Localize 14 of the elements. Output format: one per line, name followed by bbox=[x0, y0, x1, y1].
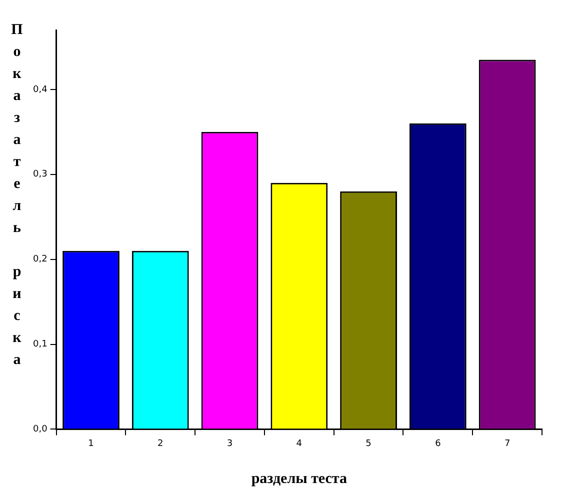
y-tick-label: 0,0 bbox=[32, 424, 48, 435]
y-tick-label: 0,1 bbox=[32, 340, 48, 350]
y-axis-title: Показатель риска bbox=[8, 22, 25, 374]
x-tick-label: 1 bbox=[88, 438, 94, 449]
x-tick-label: 4 bbox=[296, 438, 302, 449]
x-tick-label: 5 bbox=[366, 438, 372, 449]
x-tick-label: 3 bbox=[226, 438, 233, 449]
x-tick-label: 7 bbox=[504, 438, 510, 449]
x-tick-label: 2 bbox=[158, 438, 164, 449]
y-tick-label: 0,3 bbox=[32, 170, 48, 180]
x-axis-title: разделы теста bbox=[251, 470, 348, 487]
x-tick-label: 6 bbox=[435, 438, 442, 449]
y-tick-label: 0,2 bbox=[32, 254, 48, 265]
y-tick-label: 0,4 bbox=[32, 84, 48, 95]
